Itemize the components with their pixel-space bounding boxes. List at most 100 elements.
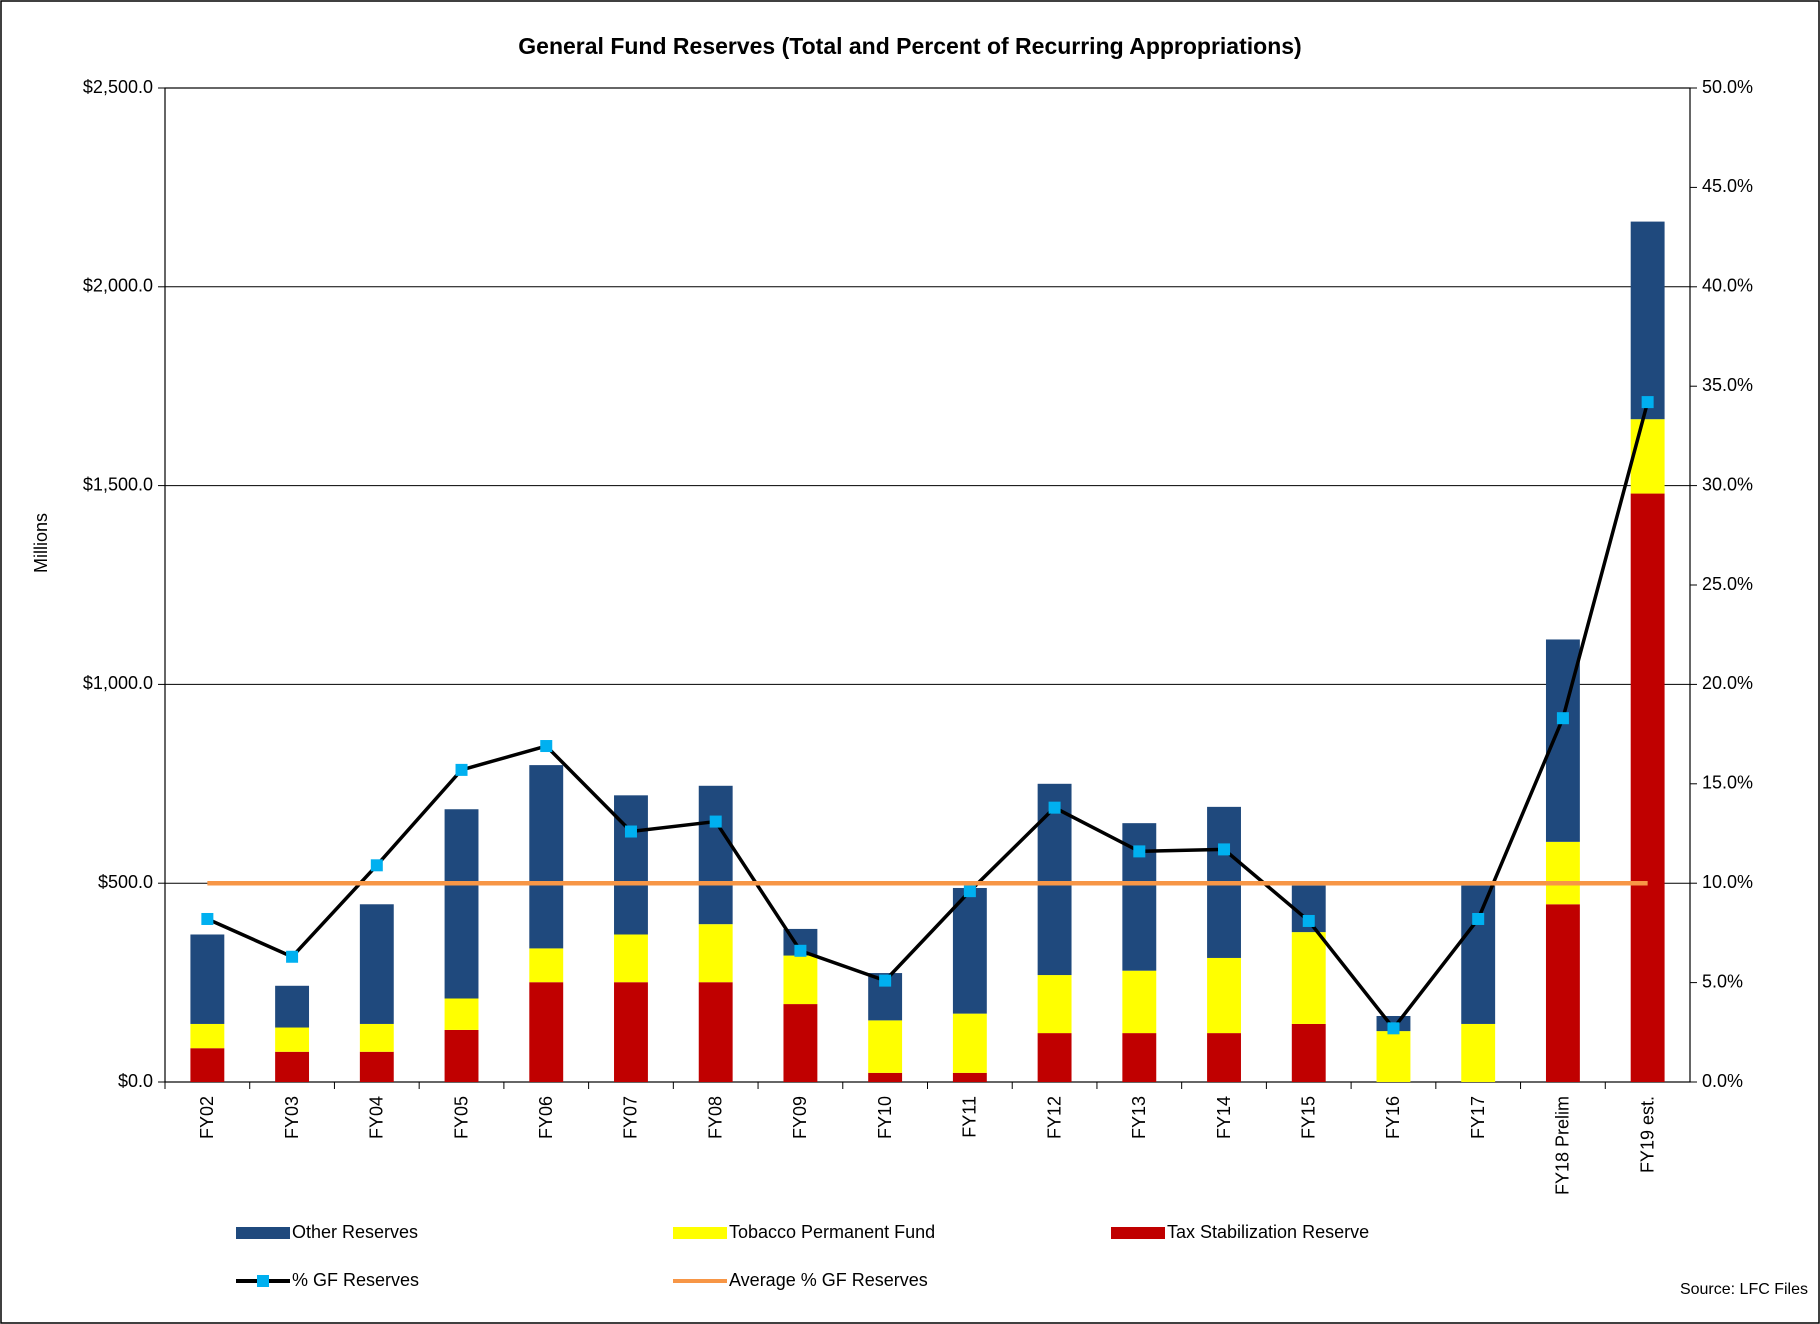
bar-segment bbox=[1630, 493, 1665, 1082]
x-tick-label: FY07 bbox=[621, 1096, 641, 1139]
bar-segment bbox=[275, 1027, 310, 1052]
line-marker bbox=[709, 815, 722, 828]
legend-label: Tax Stabilization Reserve bbox=[1167, 1222, 1369, 1242]
bar-segment bbox=[698, 785, 733, 925]
bar-segment bbox=[190, 934, 225, 1024]
bar-segment bbox=[275, 985, 310, 1028]
x-tick-label: FY04 bbox=[367, 1096, 387, 1139]
source-note: Source: LFC Files bbox=[1680, 1281, 1808, 1298]
legend-swatch bbox=[236, 1227, 290, 1239]
bar-segment bbox=[614, 934, 648, 983]
legend-label: Other Reserves bbox=[292, 1222, 418, 1242]
line-marker bbox=[540, 740, 553, 753]
line-marker bbox=[794, 944, 807, 957]
y-tick-label: $2,500.0 bbox=[83, 77, 153, 97]
legend-label: Average % GF Reserves bbox=[729, 1270, 928, 1290]
legend-marker bbox=[257, 1275, 269, 1287]
line-marker bbox=[455, 763, 468, 776]
bar-segment bbox=[1376, 1031, 1411, 1082]
y2-tick-label: 5.0% bbox=[1702, 971, 1743, 991]
bar-segment bbox=[190, 1023, 225, 1049]
legend-swatch bbox=[1111, 1227, 1165, 1239]
bar-segment bbox=[1291, 1023, 1326, 1082]
bar-segment bbox=[444, 809, 479, 999]
bar-segment bbox=[1291, 932, 1326, 1024]
bar-segment bbox=[1461, 885, 1496, 1024]
bar-segment bbox=[1122, 970, 1157, 1034]
bar-segment bbox=[952, 1013, 987, 1073]
bar-segment bbox=[698, 982, 733, 1082]
bar-segment bbox=[529, 765, 564, 949]
bar-segment bbox=[868, 1072, 903, 1082]
line-marker bbox=[1302, 914, 1315, 927]
bar-segment bbox=[359, 1051, 394, 1082]
bar-segment bbox=[359, 1023, 394, 1052]
bar-segment bbox=[783, 1004, 818, 1082]
line-marker bbox=[1472, 912, 1485, 925]
bar-segment bbox=[359, 904, 394, 1024]
bar-segment bbox=[1037, 783, 1072, 976]
y-tick-label: $500.0 bbox=[98, 872, 153, 892]
y2-tick-label: 40.0% bbox=[1702, 276, 1753, 296]
bar-segment bbox=[1545, 841, 1580, 905]
y-tick-label: $1,000.0 bbox=[83, 673, 153, 693]
y-tick-label: $2,000.0 bbox=[83, 276, 153, 296]
bar-segment bbox=[444, 998, 479, 1030]
y2-tick-label: 45.0% bbox=[1702, 176, 1753, 196]
bar-segment bbox=[1037, 975, 1072, 1034]
bar-segment bbox=[952, 1072, 987, 1082]
bar-segment bbox=[1207, 1033, 1241, 1082]
x-tick-label: FY02 bbox=[197, 1096, 217, 1139]
x-tick-label: FY13 bbox=[1129, 1096, 1149, 1139]
line-marker bbox=[963, 885, 976, 898]
bar-segment bbox=[529, 982, 564, 1082]
bar-segment bbox=[868, 1020, 903, 1073]
bar-segment bbox=[1461, 1023, 1496, 1082]
bar-segment bbox=[614, 982, 648, 1082]
bar-segment bbox=[1122, 1033, 1157, 1082]
line-marker bbox=[879, 974, 892, 987]
y-tick-label: $0.0 bbox=[118, 1071, 153, 1091]
y2-tick-label: 15.0% bbox=[1702, 773, 1753, 793]
bar-segment bbox=[783, 955, 818, 1005]
line-marker bbox=[286, 950, 299, 963]
x-tick-label: FY11 bbox=[960, 1096, 980, 1138]
bar-segment bbox=[275, 1051, 310, 1082]
y2-tick-label: 25.0% bbox=[1702, 574, 1753, 594]
line-marker bbox=[1387, 1022, 1400, 1035]
line-marker bbox=[370, 859, 383, 872]
x-tick-label: FY10 bbox=[875, 1096, 895, 1139]
y2-tick-label: 50.0% bbox=[1702, 77, 1753, 97]
bar-segment bbox=[444, 1029, 479, 1082]
bar-segment bbox=[1207, 957, 1241, 1034]
x-tick-label: FY12 bbox=[1044, 1096, 1064, 1139]
line-series bbox=[206, 401, 1650, 1032]
x-tick-label: FY05 bbox=[451, 1096, 471, 1139]
x-tick-label: FY08 bbox=[705, 1096, 725, 1139]
line-marker bbox=[1048, 801, 1061, 814]
x-tick-label: FY16 bbox=[1383, 1096, 1403, 1139]
y2-tick-label: 0.0% bbox=[1702, 1071, 1743, 1091]
line-marker bbox=[1556, 712, 1569, 725]
bar-segment bbox=[529, 948, 564, 983]
x-tick-label: FY15 bbox=[1299, 1096, 1319, 1139]
line-marker bbox=[624, 825, 637, 838]
y-tick-label: $1,500.0 bbox=[83, 474, 153, 494]
legend-swatch bbox=[673, 1227, 727, 1239]
y2-tick-label: 10.0% bbox=[1702, 872, 1753, 892]
x-tick-label: FY19 est. bbox=[1637, 1096, 1657, 1173]
x-tick-label: FY18 Prelim bbox=[1553, 1096, 1573, 1195]
bar-segment bbox=[614, 795, 648, 935]
bar-segment bbox=[190, 1048, 225, 1082]
chart-title: General Fund Reserves (Total and Percent… bbox=[518, 33, 1301, 59]
y2-tick-label: 35.0% bbox=[1702, 375, 1753, 395]
legend-label: % GF Reserves bbox=[292, 1270, 419, 1290]
bar-segment bbox=[952, 887, 987, 1014]
legend-label: Tobacco Permanent Fund bbox=[729, 1222, 935, 1242]
x-tick-label: FY09 bbox=[790, 1096, 810, 1139]
bar-segment bbox=[1545, 904, 1580, 1082]
x-tick-label: FY14 bbox=[1214, 1096, 1234, 1139]
x-tick-label: FY17 bbox=[1468, 1096, 1488, 1139]
x-tick-label: FY06 bbox=[536, 1096, 556, 1139]
